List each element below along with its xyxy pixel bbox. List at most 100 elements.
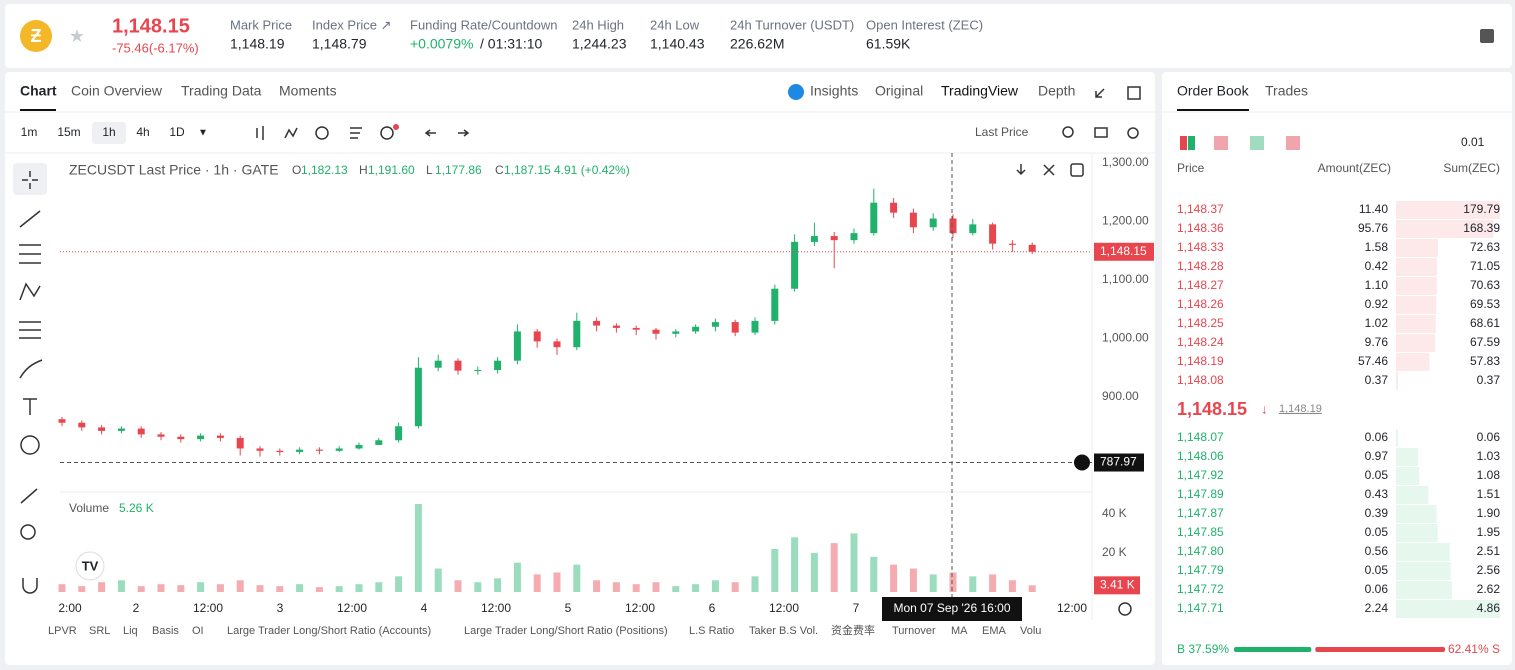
volume-bar bbox=[731, 582, 739, 592]
candle-body bbox=[434, 360, 442, 368]
candle-body bbox=[810, 236, 818, 242]
ob-tab[interactable]: Order Book bbox=[1177, 83, 1250, 99]
ob-price: 1,147.87 bbox=[1177, 506, 1224, 520]
chart-title: ZECUSDT Last Price · 1h · GATE bbox=[69, 162, 279, 178]
ob-sum: 179.79 bbox=[1463, 202, 1500, 216]
ob-price: 1,147.72 bbox=[1177, 582, 1224, 596]
ob-sum: 2.56 bbox=[1477, 563, 1501, 577]
x-tick-label: 6 bbox=[709, 601, 716, 615]
volume-bar bbox=[117, 580, 125, 592]
ob-price: 1,148.07 bbox=[1177, 430, 1224, 444]
ob-price: 1,148.33 bbox=[1177, 240, 1224, 254]
depth-bar bbox=[1396, 334, 1436, 352]
indicator[interactable]: Taker B.S Vol. bbox=[749, 625, 818, 637]
indicator[interactable]: 资金费率 bbox=[831, 623, 875, 637]
settings-icon[interactable] bbox=[1480, 29, 1494, 43]
tv-logo bbox=[75, 551, 105, 581]
indicator[interactable]: Liq bbox=[123, 625, 138, 637]
view-tab[interactable]: Original bbox=[875, 83, 923, 99]
candle-body bbox=[929, 218, 937, 228]
indicator[interactable]: MA bbox=[951, 625, 968, 637]
mark-price: 1,148.19 bbox=[1279, 403, 1322, 415]
volume-title: Volume bbox=[69, 501, 109, 515]
candle-body bbox=[454, 360, 462, 371]
candle-body bbox=[177, 436, 185, 440]
y-tick-label: 900.00 bbox=[1102, 389, 1139, 403]
interval[interactable]: 1h bbox=[102, 125, 115, 139]
mid-price: 1,148.15 bbox=[1177, 399, 1247, 419]
candle-body bbox=[216, 435, 224, 438]
volume-bar bbox=[850, 533, 858, 592]
ob-price: 1,147.71 bbox=[1177, 601, 1224, 615]
ob-tab-underline bbox=[1177, 109, 1249, 111]
indicator[interactable]: EMA bbox=[982, 625, 1007, 637]
ob-amount: 0.37 bbox=[1365, 373, 1389, 387]
volume-bar bbox=[612, 582, 620, 592]
candle-body bbox=[98, 427, 106, 431]
interval[interactable]: 15m bbox=[57, 125, 80, 139]
candle-body bbox=[335, 448, 343, 451]
volume-bar bbox=[137, 586, 145, 592]
indicator[interactable]: LPVR bbox=[48, 625, 77, 637]
ob-sum: 70.63 bbox=[1470, 278, 1500, 292]
ob-sum: 0.37 bbox=[1477, 373, 1501, 387]
interval[interactable]: 1D bbox=[169, 125, 185, 139]
volume-bar bbox=[216, 584, 224, 592]
candle-body bbox=[414, 367, 422, 427]
chart-tab[interactable]: Moments bbox=[279, 83, 337, 99]
ob-sum: 72.63 bbox=[1470, 240, 1500, 254]
orderbook-layout-icons bbox=[1180, 136, 1300, 150]
indicator[interactable]: L.S Ratio bbox=[689, 625, 734, 637]
chart-tab[interactable]: Chart bbox=[20, 83, 57, 99]
y-tick-label: 1,000.00 bbox=[1102, 331, 1149, 345]
indicator[interactable]: Turnover bbox=[892, 625, 936, 637]
indicator[interactable]: Large Trader Long/Short Ratio (Accounts) bbox=[227, 625, 431, 637]
price-change: -75.46(-6.17%) bbox=[112, 40, 199, 55]
volume-bar bbox=[652, 582, 660, 592]
candle-body bbox=[672, 331, 680, 334]
chart-tab[interactable]: Trading Data bbox=[181, 83, 262, 99]
down-arrow: ↓ bbox=[1261, 401, 1268, 416]
volume-bar bbox=[434, 568, 442, 592]
depth-bar bbox=[1396, 467, 1420, 485]
indicator[interactable]: SRL bbox=[89, 625, 110, 637]
logo-glyph: Ƶ bbox=[31, 26, 42, 46]
stat-label: Index Price ↗ bbox=[312, 17, 392, 32]
precision[interactable]: 0.01 bbox=[1461, 135, 1485, 149]
ob-price: 1,148.08 bbox=[1177, 373, 1224, 387]
volume-bar bbox=[98, 582, 106, 592]
drawing-tools bbox=[19, 86, 1141, 616]
indicator[interactable]: Volu bbox=[1020, 625, 1041, 637]
candle-body bbox=[969, 224, 977, 234]
indicator[interactable]: Large Trader Long/Short Ratio (Positions… bbox=[464, 625, 668, 637]
ob-sum: 1.90 bbox=[1477, 506, 1501, 520]
volume-bar bbox=[672, 586, 680, 592]
indicator[interactable]: Basis bbox=[152, 625, 179, 637]
candle-body bbox=[989, 224, 997, 244]
view-tab[interactable]: TradingView bbox=[941, 83, 1019, 99]
candle-body bbox=[632, 327, 640, 330]
candle-body bbox=[494, 360, 502, 371]
interval[interactable]: 1m bbox=[21, 125, 38, 139]
ob-sum: 2.51 bbox=[1477, 544, 1501, 558]
volume-bar bbox=[256, 585, 264, 592]
buy-ratio: B 37.59% bbox=[1177, 642, 1229, 656]
chart-tab[interactable]: Coin Overview bbox=[71, 83, 163, 99]
view-tab[interactable]: Depth bbox=[1038, 83, 1075, 99]
ob-sum: 71.05 bbox=[1470, 259, 1500, 273]
ob-tab[interactable]: Trades bbox=[1265, 83, 1308, 99]
indicator[interactable]: OI bbox=[192, 625, 204, 637]
volume-bar bbox=[335, 586, 343, 592]
favorite-star[interactable]: ★ bbox=[69, 26, 85, 46]
legend-value: 1,177.86 bbox=[435, 163, 482, 177]
chart-panel bbox=[5, 72, 1155, 665]
interval[interactable]: 4h bbox=[136, 125, 149, 139]
depth-bar bbox=[1396, 600, 1500, 618]
volume-bar bbox=[78, 586, 86, 592]
badge bbox=[393, 124, 399, 130]
price-type[interactable]: Last Price bbox=[975, 125, 1029, 139]
volume-bar bbox=[791, 537, 799, 592]
ob-amount: 1.58 bbox=[1365, 240, 1389, 254]
ob-amount: 9.76 bbox=[1365, 335, 1389, 349]
view-tab[interactable]: Insights bbox=[810, 83, 858, 99]
